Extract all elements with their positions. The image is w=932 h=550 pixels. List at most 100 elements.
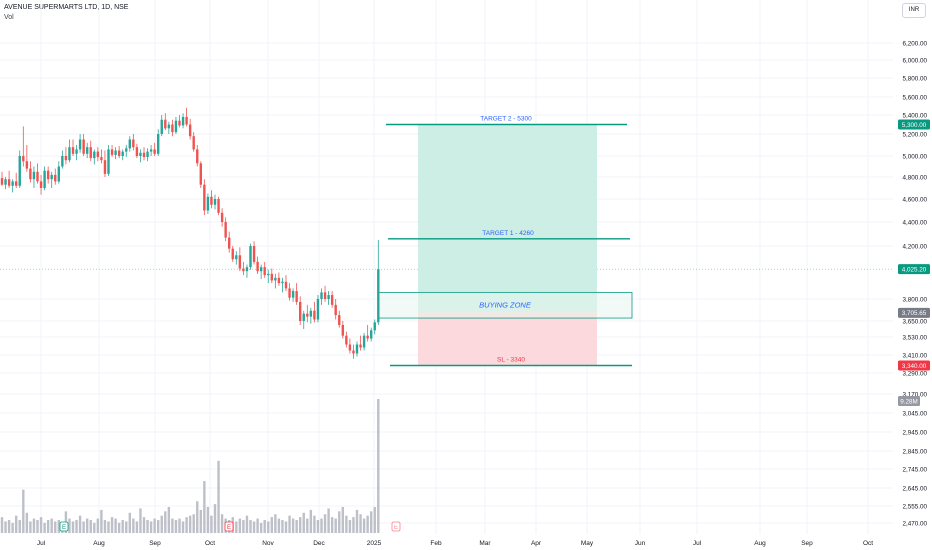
- candle-body: [199, 163, 202, 185]
- candle-body: [320, 292, 323, 299]
- candle-body: [377, 269, 380, 323]
- volume-bar: [107, 521, 110, 533]
- volume-bar: [75, 520, 78, 533]
- volume-bar: [288, 515, 291, 533]
- candle-body: [11, 181, 14, 186]
- candle-body: [107, 149, 110, 174]
- candle-body: [259, 267, 263, 272]
- volume-bar: [235, 521, 238, 533]
- time-tick-label: Jul: [37, 540, 46, 547]
- volume-bar: [71, 521, 75, 533]
- volume-bar: [320, 518, 323, 533]
- candle-body: [128, 139, 131, 149]
- volume-bar: [157, 520, 160, 533]
- volume-bar: [330, 517, 334, 533]
- volume-bar: [11, 522, 14, 533]
- candle-body: [249, 246, 252, 268]
- candle-body: [242, 268, 245, 272]
- candle-body: [306, 313, 309, 317]
- volume-bar: [210, 515, 213, 533]
- candle-body: [149, 149, 153, 152]
- candle-body: [22, 156, 25, 162]
- volume-bar: [299, 517, 302, 533]
- price-tick-label: 2,555.00: [902, 503, 927, 510]
- volume-bar: [103, 520, 107, 533]
- volume-bar: [82, 521, 85, 533]
- candle-body: [355, 344, 359, 354]
- volume-bar: [128, 512, 131, 533]
- volume-bar: [377, 399, 380, 533]
- candle-body: [15, 181, 18, 186]
- volume-bar: [181, 521, 185, 533]
- candle-body: [4, 179, 7, 185]
- candle-body: [373, 322, 376, 331]
- stop-loss-label: SL - 3340: [497, 357, 525, 364]
- price-tick-label: 2,645.00: [902, 485, 927, 492]
- time-tick-label: May: [581, 540, 594, 547]
- candle-body: [196, 149, 199, 164]
- candle-body: [281, 281, 284, 284]
- candle-body: [68, 147, 71, 161]
- candle-body: [78, 139, 82, 150]
- volume-bar: [203, 481, 206, 533]
- volume-bar: [334, 518, 337, 533]
- candle-body: [231, 248, 234, 260]
- earnings-marker-label: E: [227, 525, 231, 531]
- volume-bar: [164, 511, 167, 533]
- candle-body: [245, 267, 249, 272]
- volume-bar: [15, 515, 18, 533]
- price-tick-label: 2,470.00: [902, 520, 927, 527]
- time-tick-label: Aug: [93, 540, 105, 547]
- volume-bar: [341, 507, 344, 533]
- currency-button[interactable]: INR: [902, 3, 926, 18]
- price-tick-label: 2,845.00: [902, 448, 927, 455]
- volume-bar: [252, 521, 256, 533]
- volume-bar: [306, 518, 309, 533]
- price-tick-label: 4,400.00: [902, 219, 927, 226]
- candle-body: [370, 330, 373, 339]
- annotations: TARGET 2 - 5300 TARGET 1 - 4260 SL - 3340 B…: [386, 116, 632, 367]
- volume-bar: [192, 514, 195, 533]
- target2-badge-text: 5,300.00: [902, 122, 927, 129]
- time-tick-label: Nov: [262, 540, 274, 547]
- volume-bar: [359, 514, 362, 533]
- volume-bar: [185, 517, 188, 533]
- volume-badge: [898, 396, 920, 406]
- volume-bar: [274, 514, 277, 533]
- candle-body: [36, 171, 39, 182]
- candle-body: [121, 151, 124, 156]
- price-tick-label: 4,600.00: [902, 196, 927, 203]
- price-tick-label: 6,000.00: [902, 57, 927, 64]
- time-tick-label: Mar: [479, 540, 491, 547]
- price-tick-label: 5,000.00: [902, 153, 927, 160]
- volume-bar: [256, 518, 259, 533]
- candle-body: [57, 166, 60, 182]
- price-tick-label: 2,945.00: [902, 429, 927, 436]
- price-tick-label: 6,200.00: [902, 40, 927, 47]
- volume-bar: [242, 520, 245, 533]
- candle-body: [213, 199, 217, 205]
- price-tick-label: 5,600.00: [902, 94, 927, 101]
- time-tick-label: Oct: [205, 540, 215, 547]
- volume-bar: [110, 517, 114, 533]
- candle-body: [192, 136, 195, 150]
- candle-body: [71, 147, 75, 154]
- time-tick-label: Sep: [149, 540, 161, 547]
- volume-bar: [174, 520, 178, 533]
- trade-zones: [377, 124, 633, 366]
- volume-bar: [238, 518, 242, 533]
- price-tick-label: 3,410.00: [902, 352, 927, 359]
- candle-body: [117, 150, 121, 156]
- volume-bar: [362, 518, 366, 533]
- candle-body: [295, 291, 298, 302]
- volume-bar: [188, 515, 192, 533]
- candle-body: [146, 151, 149, 158]
- candle-body: [203, 184, 206, 211]
- volume-bar: [167, 507, 171, 533]
- volume-bar: [149, 521, 153, 533]
- candle-body: [291, 291, 295, 298]
- candle-body: [93, 151, 96, 159]
- stop-loss-zone: [418, 312, 597, 366]
